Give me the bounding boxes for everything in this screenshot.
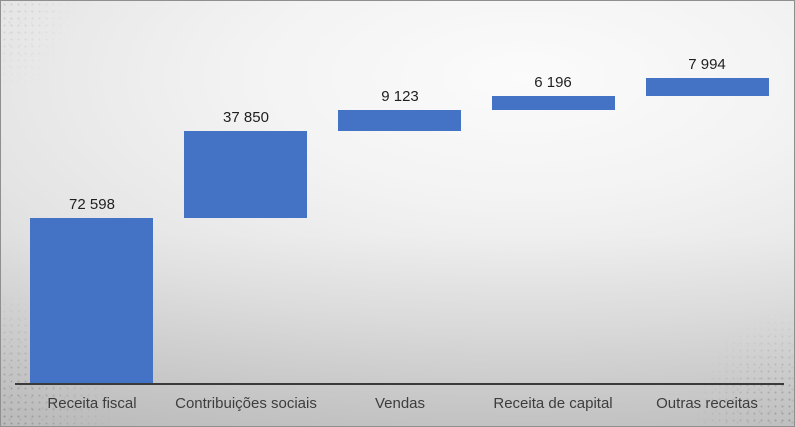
category-label-vendas: Vendas [374, 395, 426, 412]
x-axis-line [15, 383, 784, 385]
value-label-receita-de-capital: 6 196 [534, 74, 572, 91]
category-label-receita-fiscal: Receita fiscal [47, 395, 137, 412]
bar-vendas [338, 110, 461, 131]
background-texture-top-left [1, 1, 91, 111]
value-label-contribuicoes-sociais: 37 850 [223, 109, 269, 126]
category-label-outras-receitas: Outras receitas [656, 395, 758, 412]
bar-receita-de-capital [492, 96, 615, 110]
bar-receita-fiscal [30, 218, 153, 384]
value-label-outras-receitas: 7 994 [688, 56, 726, 73]
category-label-contribuicoes-sociais: Contribuições sociais [175, 395, 317, 412]
value-label-vendas: 9 123 [381, 88, 419, 105]
value-label-receita-fiscal: 72 598 [69, 196, 115, 213]
bar-outras-receitas [646, 78, 769, 96]
bar-contribuicoes-sociais [184, 131, 307, 218]
category-label-receita-de-capital: Receita de capital [493, 395, 613, 412]
